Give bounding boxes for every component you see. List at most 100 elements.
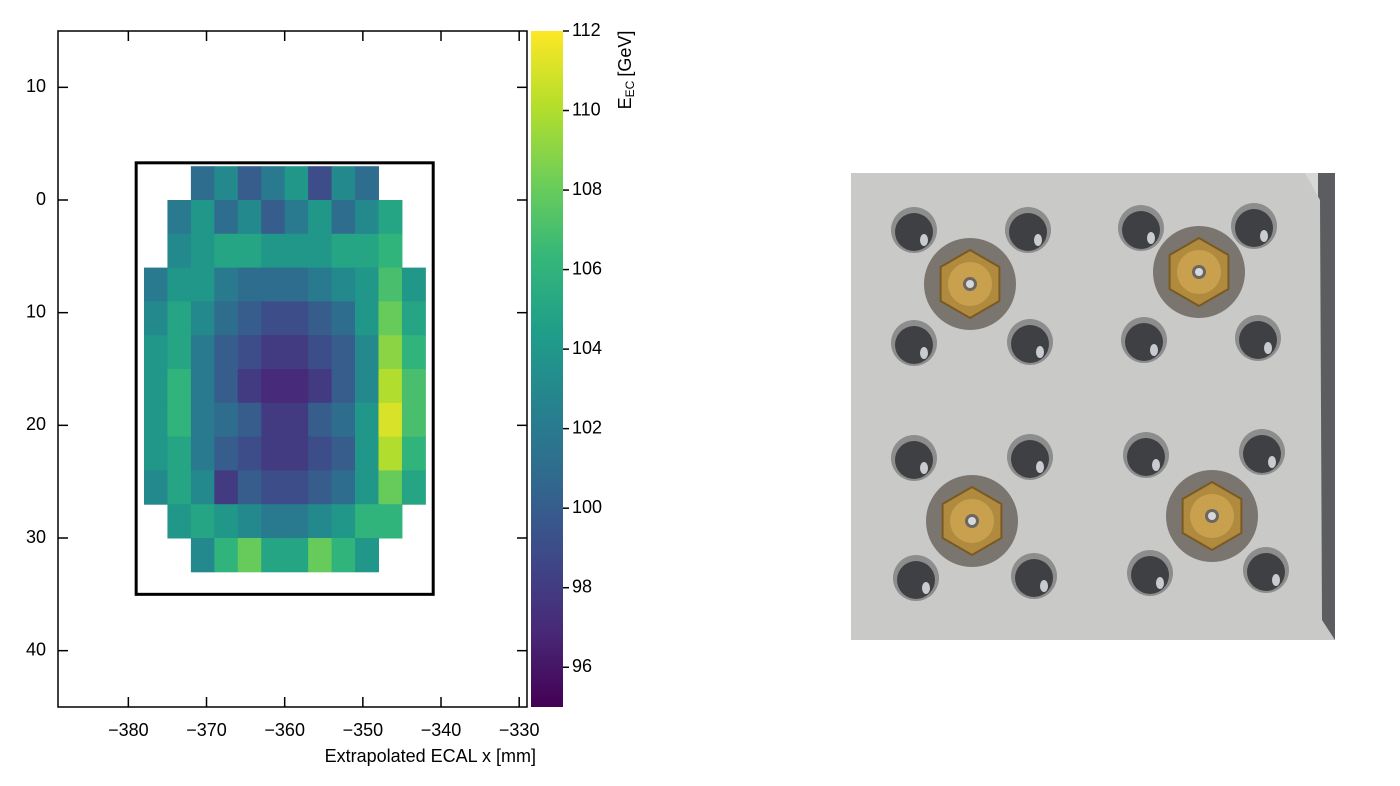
colorbar-tick-label: 106 xyxy=(572,258,602,278)
nut-pin xyxy=(968,517,976,525)
heatmap-cell xyxy=(237,402,262,438)
heatmap-cell xyxy=(143,470,168,505)
heatmap-cell xyxy=(190,233,215,269)
heatmap-cell xyxy=(308,200,333,235)
heatmap-cell xyxy=(308,436,333,471)
heatmap-cell xyxy=(143,436,168,471)
pin xyxy=(1036,461,1044,473)
hole xyxy=(1127,438,1165,476)
heatmap-cell xyxy=(308,233,333,269)
pin xyxy=(1268,456,1276,468)
heatmap-cell xyxy=(401,335,426,370)
x-tick-label: −340 xyxy=(421,720,462,740)
heatmap-plot: −380 −370 −360 −350 −340 −3301001020304096981… xyxy=(26,20,602,740)
heatmap-cell xyxy=(143,301,168,336)
hole xyxy=(1011,325,1049,363)
pin xyxy=(1260,230,1268,242)
heatmap-cell xyxy=(378,436,403,471)
photo-edge xyxy=(1318,173,1335,640)
heatmap-cell xyxy=(331,402,356,438)
heatmap-cell xyxy=(261,166,286,201)
heatmap-cell xyxy=(167,470,192,505)
heatmap-cell xyxy=(284,166,309,201)
heatmap-cell xyxy=(284,267,309,302)
heatmap-cell xyxy=(214,470,239,505)
nut-pin xyxy=(966,280,974,288)
heatmap-cell xyxy=(378,335,403,370)
heatmap-cell xyxy=(284,369,309,404)
heatmap-cell xyxy=(237,200,262,235)
heatmap-cell xyxy=(167,233,192,269)
heatmap-cell xyxy=(237,436,262,471)
heatmap-cell xyxy=(284,402,309,438)
heatmap-cell xyxy=(167,267,192,302)
y-tick-label: 10 xyxy=(26,76,46,96)
colorbar-title: EEC [GeV] xyxy=(615,31,637,110)
heatmap-cell xyxy=(261,200,286,235)
heatmap-cell xyxy=(355,538,379,573)
x-axis-title: Extrapolated ECAL x [mm] xyxy=(325,746,536,766)
heatmap-cell xyxy=(308,335,333,370)
heatmap-cell xyxy=(401,369,426,404)
hole xyxy=(1247,553,1285,591)
colorbar-tick-label: 102 xyxy=(572,417,602,437)
heatmap-cell xyxy=(190,301,215,336)
heatmap-cell xyxy=(190,504,215,539)
heatmap-cell xyxy=(261,233,286,269)
heatmap-cell xyxy=(190,402,215,438)
y-tick-label: 20 xyxy=(26,414,46,434)
heatmap-cell xyxy=(331,369,356,404)
heatmap-cell xyxy=(284,504,309,539)
heatmap-cell xyxy=(261,436,286,471)
heatmap-cell xyxy=(237,470,262,505)
heatmap-cell xyxy=(214,200,239,235)
hole xyxy=(1122,211,1160,249)
pin xyxy=(1036,346,1044,358)
heatmap-cell xyxy=(308,538,333,573)
heatmap-cell xyxy=(355,301,379,336)
pin xyxy=(922,582,930,594)
heatmap-cell xyxy=(284,301,309,336)
colorbar-tick-label: 98 xyxy=(572,576,592,596)
heatmap-cell xyxy=(190,335,215,370)
heatmap-cell xyxy=(308,301,333,336)
heatmap-cell xyxy=(237,504,262,539)
pin xyxy=(920,462,928,474)
heatmap-cell xyxy=(401,470,426,505)
heatmap-cell xyxy=(167,402,192,438)
nut-pin xyxy=(1195,268,1203,276)
pin xyxy=(1034,234,1042,246)
hole xyxy=(1235,209,1273,247)
pin xyxy=(1152,459,1160,471)
heatmap-cell xyxy=(214,402,239,438)
y-tick-label: 10 xyxy=(26,301,46,321)
heatmap-cell xyxy=(214,335,239,370)
heatmap-cell xyxy=(237,233,262,269)
heatmap-cell xyxy=(401,436,426,471)
x-tick-label: −350 xyxy=(343,720,384,740)
heatmap-cell xyxy=(214,504,239,539)
acceptance-box xyxy=(134,161,435,596)
colorbar-title-sub: EC xyxy=(623,80,637,97)
heatmap-cell xyxy=(355,166,379,201)
hole xyxy=(897,561,935,599)
pin xyxy=(1272,574,1280,586)
module-photo xyxy=(851,173,1335,640)
hole xyxy=(1011,440,1049,478)
heatmap-cell xyxy=(143,335,168,370)
heatmap-cell xyxy=(214,301,239,336)
pin xyxy=(1156,577,1164,589)
heatmap-cell xyxy=(214,436,239,471)
heatmap-cell xyxy=(237,369,262,404)
holes xyxy=(891,203,1289,601)
hole xyxy=(895,213,933,251)
heatmap-cell xyxy=(190,369,215,404)
colorbar-title-unit: [GeV] xyxy=(615,31,635,77)
pin xyxy=(920,347,928,359)
hole xyxy=(1131,556,1169,594)
heatmap-cell xyxy=(284,538,309,573)
pin xyxy=(1040,580,1048,592)
y-tick-label: 30 xyxy=(26,527,46,547)
hole xyxy=(1239,321,1277,359)
heatmap-cell xyxy=(401,301,426,336)
